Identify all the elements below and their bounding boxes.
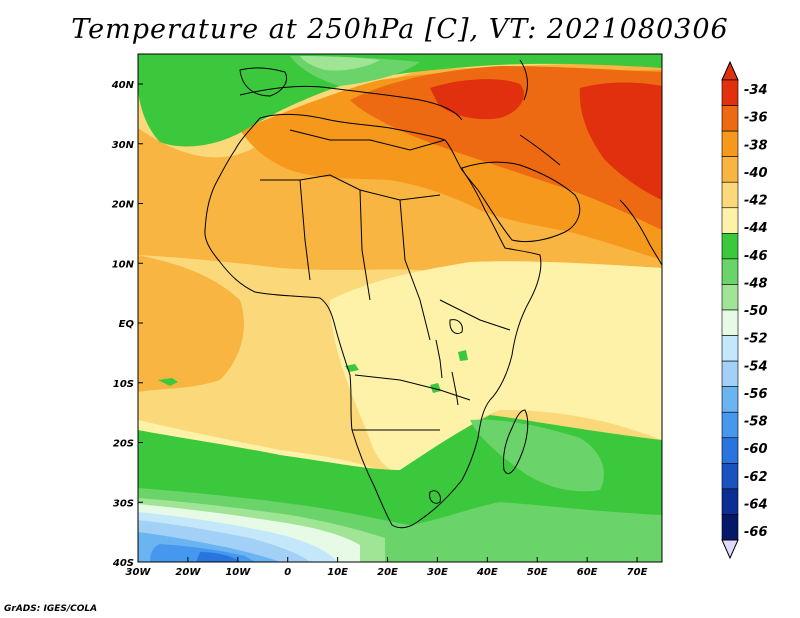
gulf-coast <box>519 134 561 166</box>
colorbar-label: -34 <box>744 83 768 98</box>
colorbar-label: -56 <box>744 387 768 402</box>
iberia-coast <box>239 67 287 97</box>
band-50-europe <box>300 56 380 71</box>
madagascar-coastline <box>503 409 529 474</box>
band-44-central <box>330 261 662 474</box>
colorbar-label: -40 <box>744 166 768 181</box>
lon-label: 50E <box>527 567 548 578</box>
lake-malawi <box>451 371 459 406</box>
lon-label: 30E <box>427 567 448 578</box>
lon-label: 10W <box>225 567 251 578</box>
colorbar-label: -38 <box>744 138 768 153</box>
grads-credit: GrADS: IGES/COLA <box>4 604 98 614</box>
colorbar-swatch <box>721 105 739 132</box>
band-34-iran <box>579 82 662 200</box>
colorbar-swatch <box>721 335 739 362</box>
lat-label: EQ <box>119 319 135 330</box>
lat-label: 40N <box>111 80 135 91</box>
colorbar-label: -42 <box>744 194 768 209</box>
band-34-iraq <box>430 79 524 120</box>
lon-label: 70E <box>627 567 648 578</box>
lon-label: 20W <box>175 567 201 578</box>
lake-tanganyika <box>435 339 443 379</box>
lon-label: 40E <box>476 567 498 578</box>
lon-label: 30W <box>126 567 152 578</box>
band-46-spot-c <box>430 383 441 393</box>
colorbar-swatch <box>721 130 739 157</box>
lon-label: 10E <box>327 567 348 578</box>
lat-label: 20N <box>112 200 135 211</box>
colorbar-swatch <box>721 411 739 439</box>
colorbar-arrow-high <box>721 60 739 81</box>
colorbar-label: -52 <box>744 332 768 347</box>
lat-label: 30S <box>113 498 134 509</box>
lon-label: 60E <box>577 567 598 578</box>
colorbar-swatch <box>721 207 739 234</box>
inner-border-2 <box>299 179 311 281</box>
colorbar-label: -64 <box>744 497 768 512</box>
colorbar-label: -44 <box>744 221 768 236</box>
coastlines <box>204 59 662 529</box>
latitude-axis: 40N 30N 20N 10N EQ 10S 20S 30S 40S <box>111 80 143 569</box>
inner-border-8 <box>289 129 446 151</box>
band-40-west <box>138 255 244 392</box>
colorbar-label: -54 <box>744 359 768 374</box>
arabia-coastline <box>461 161 581 243</box>
colorbar-swatch <box>721 437 739 464</box>
inner-border-5 <box>354 374 471 401</box>
colorbar-swatch <box>721 360 739 387</box>
colorbar-swatch <box>721 514 739 541</box>
band-46-northatl <box>138 54 662 147</box>
colorbar-label: -60 <box>744 442 768 457</box>
inner-border-7 <box>439 299 511 331</box>
lake-victoria <box>449 319 463 334</box>
inner-border-4 <box>399 199 431 341</box>
colorbar-label: -36 <box>744 111 768 126</box>
colorbar-label: -48 <box>744 276 768 291</box>
colorbar-swatch <box>721 386 739 413</box>
colorbar-label: -62 <box>744 470 768 485</box>
colorbar-label: -58 <box>744 415 768 430</box>
band-46-spot-d <box>458 350 468 361</box>
colorbar-swatch <box>721 488 739 515</box>
lat-label: 40S <box>112 558 134 569</box>
lat-label: 20S <box>113 439 134 450</box>
colorbar-swatch <box>721 79 739 106</box>
lon-label: 20E <box>377 567 398 578</box>
colorbar-swatch <box>721 156 739 183</box>
lat-label: 10N <box>112 259 135 270</box>
colorbar-label: -50 <box>744 304 768 319</box>
colorbar-arrow-low <box>721 539 739 560</box>
band-46-spot-a <box>158 378 178 386</box>
colorbar-swatch <box>721 284 739 311</box>
colorbar-swatch <box>721 258 739 285</box>
longitude-axis: 30W 20W 10W 0 10E 20E 30E 40E 50E 60E 70E <box>126 557 648 578</box>
temperature-field <box>138 54 662 562</box>
india-coast <box>619 199 662 266</box>
band-48-madagascar <box>470 419 604 492</box>
plot-frame <box>137 53 663 563</box>
colorbar-swatch <box>721 233 739 260</box>
chart-title: Temperature at 250hPa [C], VT: 202108030… <box>71 14 729 45</box>
lon-label: 0 <box>284 567 291 578</box>
colorbar: -34 -36 -38 -40 -42 -44 -46 -48 -50 -52 -54 -56 -58 -… <box>721 60 768 560</box>
inner-border-3 <box>359 189 371 301</box>
mediterranean-coast <box>239 85 463 121</box>
lesotho-border <box>429 490 441 504</box>
colorbar-swatch <box>721 309 739 336</box>
inner-border-1 <box>260 174 441 201</box>
africa-coastline <box>204 113 542 529</box>
colorbar-swatch <box>721 463 739 490</box>
lat-label: 30N <box>112 140 135 151</box>
colorbar-swatch <box>721 181 739 209</box>
lat-label: 10S <box>113 379 134 390</box>
colorbar-label: -46 <box>744 249 768 264</box>
band-62-south <box>196 552 240 562</box>
caspian-coast <box>519 59 528 101</box>
colorbar-label: -66 <box>744 525 768 540</box>
